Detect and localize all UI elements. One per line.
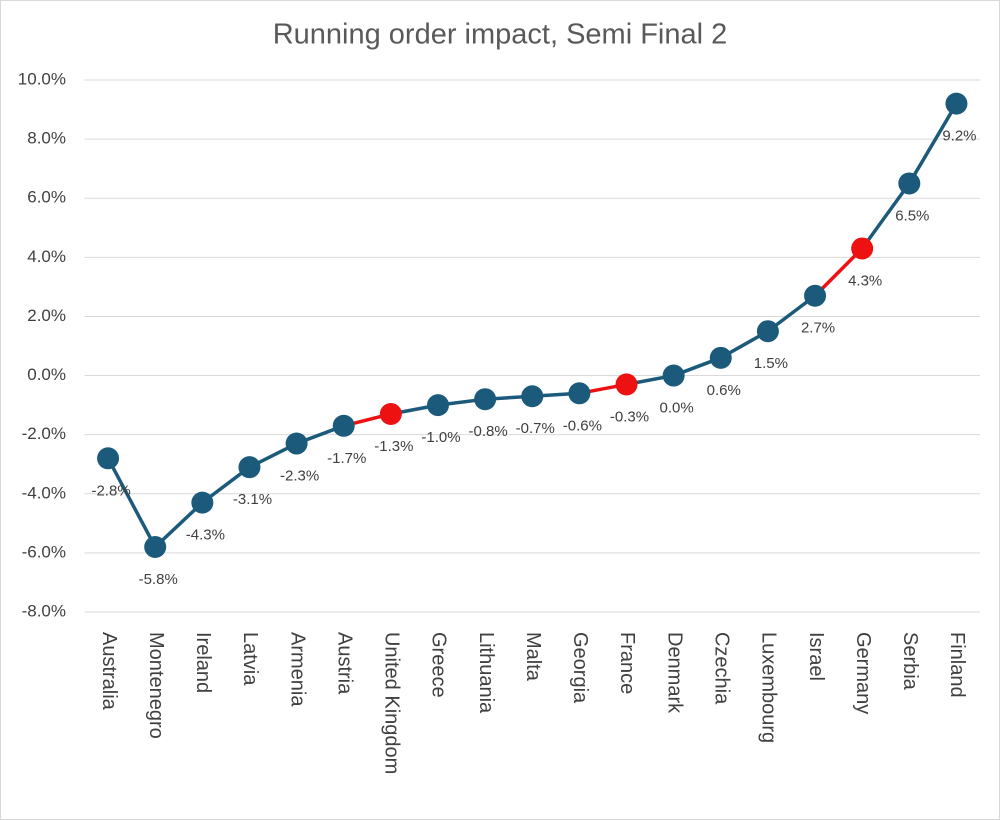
data-point xyxy=(285,432,308,455)
x-tick-label: Latvia xyxy=(239,632,261,686)
data-label: -5.8% xyxy=(139,571,178,588)
line-segment xyxy=(860,182,911,250)
x-tick-label: Israel xyxy=(805,632,827,681)
data-point xyxy=(945,92,968,115)
data-label: -1.3% xyxy=(374,438,413,455)
y-tick-label: -6.0% xyxy=(22,542,66,561)
x-tick-label: Germany xyxy=(852,632,874,714)
data-label: 9.2% xyxy=(942,128,976,145)
data-point xyxy=(474,388,497,411)
data-label: -4.3% xyxy=(186,527,225,544)
x-tick-label: Montenegro xyxy=(145,632,167,739)
x-tick-label: United Kingdom xyxy=(381,632,403,774)
data-point xyxy=(662,364,685,387)
line-segment xyxy=(813,247,864,297)
y-tick-label: 6.0% xyxy=(27,188,66,207)
data-label: -2.3% xyxy=(280,468,319,485)
data-point xyxy=(568,382,591,405)
y-tick-label: 2.0% xyxy=(27,306,66,325)
x-tick-label: Finland xyxy=(946,632,968,698)
data-point xyxy=(615,373,638,396)
y-tick-label: 4.0% xyxy=(27,247,66,266)
data-point xyxy=(97,447,120,470)
x-tick-label: Luxembourg xyxy=(758,632,780,743)
data-point xyxy=(756,320,779,343)
data-point xyxy=(426,394,449,417)
line-segment xyxy=(106,457,157,548)
data-label: 2.7% xyxy=(801,320,835,337)
data-point xyxy=(144,535,167,558)
data-point xyxy=(332,414,355,437)
data-label: -3.1% xyxy=(233,491,272,508)
x-tick-label: Austria xyxy=(333,632,355,695)
x-tick-label: Georgia xyxy=(569,632,591,704)
x-tick-label: Australia xyxy=(98,632,120,711)
data-label: 4.3% xyxy=(848,272,882,289)
x-tick-label: Lithuania xyxy=(475,632,497,714)
data-label: -0.7% xyxy=(516,420,555,437)
x-tick-label: Greece xyxy=(428,632,450,698)
data-point xyxy=(898,172,921,195)
x-tick-label: Serbia xyxy=(899,632,921,691)
y-tick-label: -8.0% xyxy=(22,601,66,620)
data-label: -2.8% xyxy=(91,482,130,499)
chart-title: Running order impact, Semi Final 2 xyxy=(273,19,728,51)
data-label: 1.5% xyxy=(754,355,788,372)
data-point xyxy=(804,284,827,307)
data-label: -1.7% xyxy=(327,450,366,467)
y-tick-label: -2.0% xyxy=(22,424,66,443)
data-label: 0.0% xyxy=(660,400,694,417)
x-tick-label: France xyxy=(616,632,638,694)
data-point xyxy=(709,346,732,369)
x-tick-label: Denmark xyxy=(663,632,685,714)
data-point xyxy=(521,385,544,408)
y-tick-label: 8.0% xyxy=(27,129,66,148)
line-segment xyxy=(907,102,958,185)
data-point xyxy=(851,237,874,260)
y-tick-label: 0.0% xyxy=(27,365,66,384)
x-tick-label: Czechia xyxy=(710,632,732,705)
data-point xyxy=(379,402,402,425)
x-tick-label: Malta xyxy=(522,632,544,682)
data-label: 6.5% xyxy=(895,207,929,224)
y-tick-label: 10.0% xyxy=(18,69,66,88)
data-label: -0.6% xyxy=(563,417,602,434)
y-tick-label: -4.0% xyxy=(22,483,66,502)
data-label: 0.6% xyxy=(707,382,741,399)
data-point xyxy=(191,491,214,514)
data-point xyxy=(238,456,261,479)
data-label: -0.8% xyxy=(469,423,508,440)
x-tick-label: Armenia xyxy=(286,632,308,707)
x-tick-label: Ireland xyxy=(192,632,214,693)
data-label: -1.0% xyxy=(421,429,460,446)
data-label: -0.3% xyxy=(610,408,649,425)
